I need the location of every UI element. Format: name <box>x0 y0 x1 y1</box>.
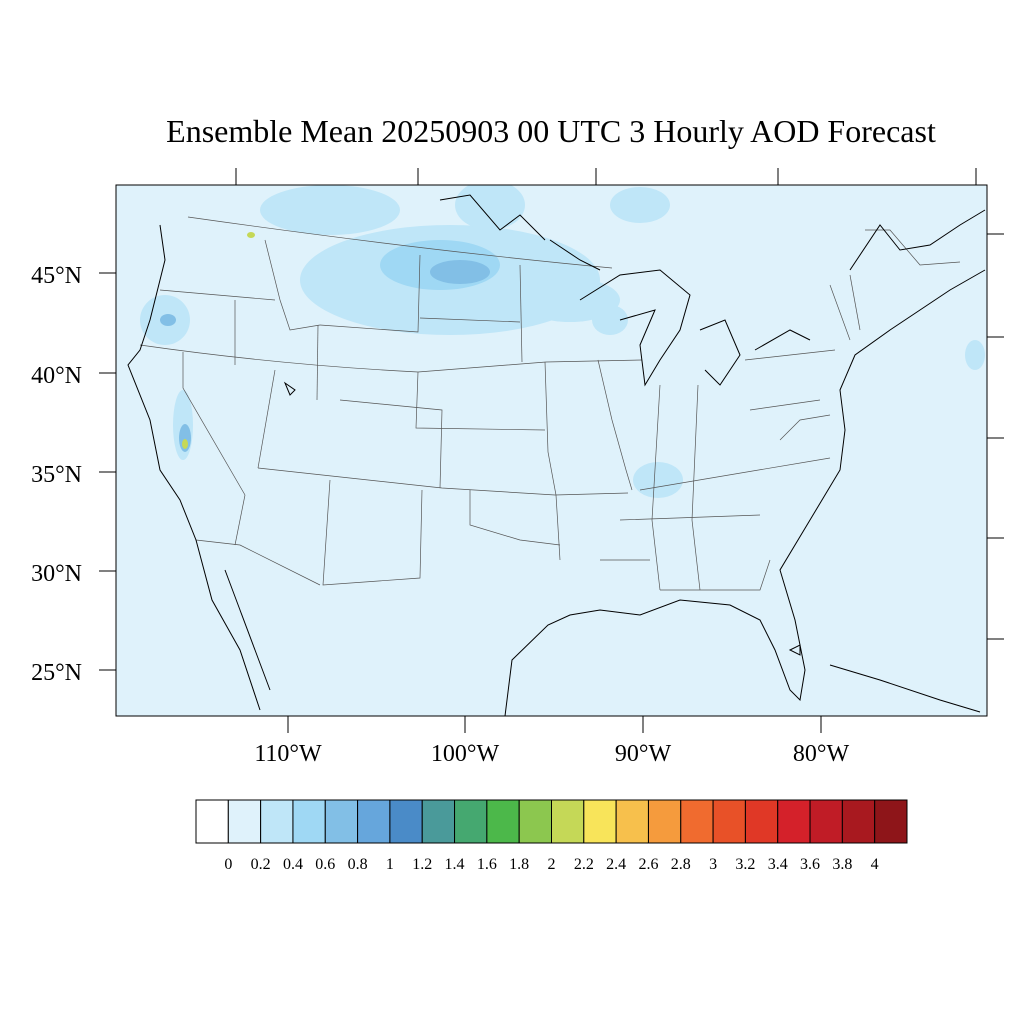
colorbar <box>195 799 908 844</box>
aod-plume-sierra-mid <box>179 424 191 452</box>
aod-plume-sierra-core <box>182 439 188 449</box>
map-panel: 45°N 40°N 35°N 30°N 25°N 110°W 100°W 90°… <box>31 168 1004 767</box>
colorbar-swatch <box>292 799 326 844</box>
aod-plume-dakota-core <box>430 260 490 284</box>
colorbar-swatch <box>260 799 294 844</box>
colorbar-swatch <box>874 799 908 844</box>
colorbar-swatch <box>324 799 359 844</box>
colorbar-tick-label: 0.4 <box>283 856 303 873</box>
lon-label: 100°W <box>431 741 500 767</box>
colorbar-swatch <box>357 799 391 844</box>
colorbar-tick-label: 2.6 <box>638 856 658 873</box>
lon-label: 90°W <box>615 741 672 767</box>
colorbar-tick-label: 3.8 <box>832 856 852 873</box>
aod-plume-montana <box>247 232 255 238</box>
colorbar-tick-label: 1.6 <box>477 856 497 873</box>
figure-title: Ensemble Mean 20250903 00 UTC 3 Hourly A… <box>166 113 936 149</box>
colorbar-tick-label: 1.2 <box>412 856 432 873</box>
colorbar-swatch <box>712 799 746 844</box>
colorbar-swatch <box>583 799 617 844</box>
map-frame <box>115 184 988 717</box>
colorbar-tick-label: 2.2 <box>574 856 594 873</box>
colorbar-tick-label: 0 <box>224 856 232 873</box>
colorbar-tick-label: 3.2 <box>735 856 755 873</box>
colorbar-tick-label: 2 <box>548 856 556 873</box>
colorbar-swatch <box>454 799 488 844</box>
colorbar-tick-label: 3.4 <box>768 856 788 873</box>
aod-plume-atlantic <box>965 340 985 370</box>
colorbar-swatch <box>227 799 262 844</box>
colorbar-swatch <box>744 799 779 844</box>
coastlines <box>127 194 986 716</box>
colorbar-tick-label: 1 <box>386 856 394 873</box>
colorbar-tick-label: 4 <box>871 856 879 873</box>
colorbar-swatch <box>486 799 520 844</box>
colorbar-tick-label: 2.4 <box>606 856 626 873</box>
aod-plume-quebec <box>610 187 670 223</box>
lat-label: 40°N <box>31 363 82 389</box>
lat-label: 35°N <box>31 462 82 488</box>
colorbar-swatch <box>389 799 423 844</box>
map-ticks <box>99 168 1004 733</box>
aod-plume-oregon-core <box>160 314 176 326</box>
aod-plume-canada-north <box>260 185 400 235</box>
colorbar-swatch <box>421 799 456 844</box>
colorbar-tick-label: 2.8 <box>671 856 691 873</box>
lon-label: 110°W <box>254 741 322 767</box>
state-boundaries <box>139 216 961 591</box>
longitude-labels: 110°W 100°W 90°W 80°W <box>254 741 849 767</box>
colorbar-swatch <box>777 799 811 844</box>
colorbar-swatch <box>195 799 229 844</box>
lat-label: 45°N <box>31 263 82 289</box>
colorbar-tick-label: 1.8 <box>509 856 529 873</box>
colorbar-tick-label: 0.6 <box>315 856 335 873</box>
lat-label: 30°N <box>31 561 82 587</box>
colorbar-tick-label: 0.2 <box>251 856 271 873</box>
lat-label: 25°N <box>31 660 82 686</box>
colorbar-swatch <box>809 799 843 844</box>
colorbar-tick-label: 0.8 <box>348 856 368 873</box>
colorbar-swatch <box>680 799 714 844</box>
aod-plumes <box>140 185 985 498</box>
aod-plume-tennessee <box>633 462 683 498</box>
aod-plume-minnesota <box>520 278 620 322</box>
colorbar-tick-label: 1.4 <box>445 856 465 873</box>
colorbar-swatch <box>647 799 682 844</box>
colorbar-tick-label: 3.6 <box>800 856 820 873</box>
colorbar-swatch <box>841 799 876 844</box>
colorbar-swatch <box>615 799 649 844</box>
aod-plume-ontario <box>455 185 525 230</box>
lon-label: 80°W <box>793 741 850 767</box>
colorbar-swatch <box>518 799 553 844</box>
colorbar-tick-label: 3 <box>709 856 717 873</box>
aod-plume-lakes <box>592 305 628 335</box>
colorbar-labels: 0 0.2 0.4 0.6 0.8 1 1.2 1.4 1.6 1.8 2 2.2 2.4 2.6 2.8 3… <box>224 856 878 873</box>
colorbar-swatch <box>551 799 585 844</box>
latitude-labels: 45°N 40°N 35°N 30°N 25°N <box>31 263 82 686</box>
